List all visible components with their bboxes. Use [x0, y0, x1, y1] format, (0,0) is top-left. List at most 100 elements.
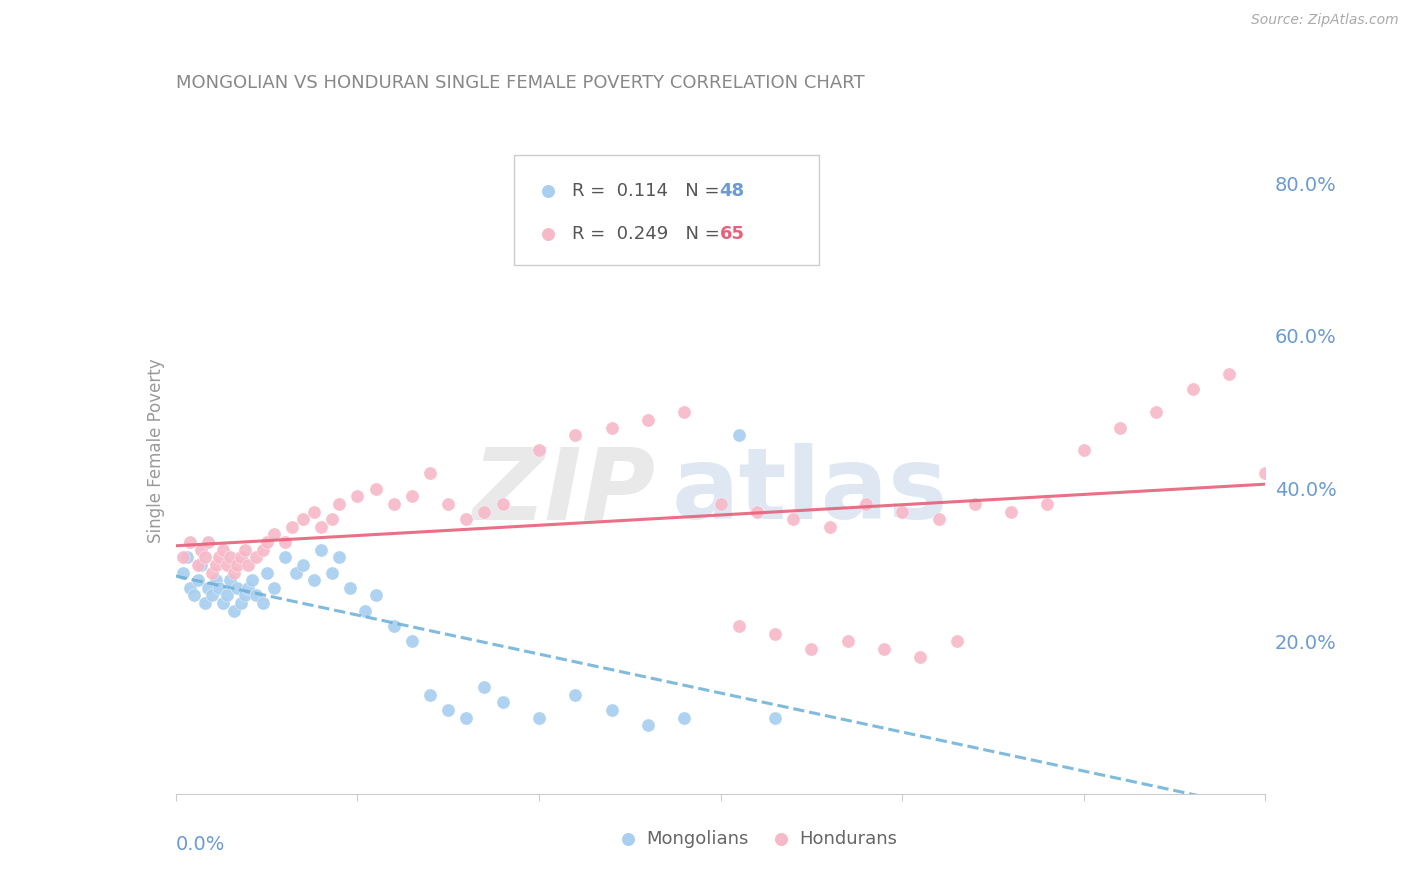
Point — [382, 497, 405, 511]
Point — [190, 558, 212, 572]
Point — [245, 550, 267, 565]
Point — [637, 413, 659, 427]
Point — [321, 566, 343, 580]
Point — [456, 512, 478, 526]
Point — [492, 695, 515, 709]
Point — [201, 566, 224, 580]
Point — [238, 581, 260, 595]
Point — [1000, 504, 1022, 518]
Point — [527, 710, 550, 724]
Text: R =  0.114   N =: R = 0.114 N = — [572, 182, 725, 200]
Text: Hondurans: Hondurans — [799, 830, 897, 847]
Point — [194, 550, 217, 565]
Point — [456, 710, 478, 724]
Y-axis label: Single Female Poverty: Single Female Poverty — [146, 359, 165, 542]
Point — [382, 619, 405, 633]
Point — [346, 489, 368, 503]
Text: ZIP: ZIP — [472, 443, 655, 541]
Point — [240, 573, 263, 587]
Point — [256, 535, 278, 549]
Point — [945, 634, 967, 648]
Point — [281, 520, 304, 534]
Point — [215, 589, 238, 603]
Point — [364, 589, 387, 603]
Point — [194, 596, 217, 610]
Point — [215, 558, 238, 572]
Point — [710, 497, 733, 511]
Point — [1254, 467, 1277, 481]
Point — [208, 581, 231, 595]
Point — [353, 604, 375, 618]
Point — [600, 703, 623, 717]
Point — [818, 520, 841, 534]
Point — [274, 535, 297, 549]
Point — [226, 581, 249, 595]
Point — [245, 589, 267, 603]
Point — [800, 641, 823, 656]
Point — [328, 550, 350, 565]
Point — [1036, 497, 1059, 511]
Point — [309, 520, 332, 534]
Point — [891, 504, 914, 518]
Point — [274, 550, 297, 565]
Point — [190, 542, 212, 557]
Point — [176, 550, 198, 565]
Text: 65: 65 — [720, 225, 745, 244]
Point — [492, 497, 515, 511]
Point — [222, 604, 245, 618]
Point — [527, 443, 550, 458]
Point — [401, 634, 423, 648]
Point — [1146, 405, 1168, 419]
Point — [222, 566, 245, 580]
Point — [321, 512, 343, 526]
Point — [727, 428, 749, 442]
Point — [309, 542, 332, 557]
Point — [179, 581, 201, 595]
Point — [201, 589, 224, 603]
Point — [226, 558, 249, 572]
Point — [302, 573, 325, 587]
Point — [197, 581, 219, 595]
Point — [219, 550, 242, 565]
Point — [204, 558, 226, 572]
Point — [673, 710, 696, 724]
Point — [172, 550, 194, 565]
Point — [302, 504, 325, 518]
Point — [204, 573, 226, 587]
Point — [212, 542, 235, 557]
Point — [564, 688, 586, 702]
Text: atlas: atlas — [672, 443, 948, 541]
Point — [1181, 383, 1204, 397]
Point — [208, 550, 231, 565]
Point — [284, 566, 307, 580]
Point — [219, 573, 242, 587]
Point — [231, 596, 253, 610]
Point — [763, 710, 786, 724]
Point — [233, 542, 256, 557]
Point — [782, 512, 804, 526]
Point — [474, 680, 496, 694]
Point — [339, 581, 361, 595]
Point — [197, 535, 219, 549]
Point — [252, 542, 274, 557]
Point — [291, 558, 314, 572]
Text: Source: ZipAtlas.com: Source: ZipAtlas.com — [1251, 13, 1399, 28]
FancyBboxPatch shape — [513, 155, 818, 265]
Point — [910, 649, 932, 664]
Text: Mongolians: Mongolians — [647, 830, 749, 847]
Point — [474, 504, 496, 518]
Point — [419, 467, 441, 481]
Point — [186, 573, 209, 587]
Point — [837, 634, 859, 648]
Point — [745, 504, 768, 518]
Point — [673, 405, 696, 419]
Point — [727, 619, 749, 633]
Point — [637, 718, 659, 732]
Point — [419, 688, 441, 702]
Text: 0.0%: 0.0% — [176, 835, 225, 855]
Point — [263, 527, 285, 541]
Point — [1218, 367, 1240, 381]
Point — [763, 626, 786, 640]
Point — [231, 550, 253, 565]
Point — [186, 558, 209, 572]
